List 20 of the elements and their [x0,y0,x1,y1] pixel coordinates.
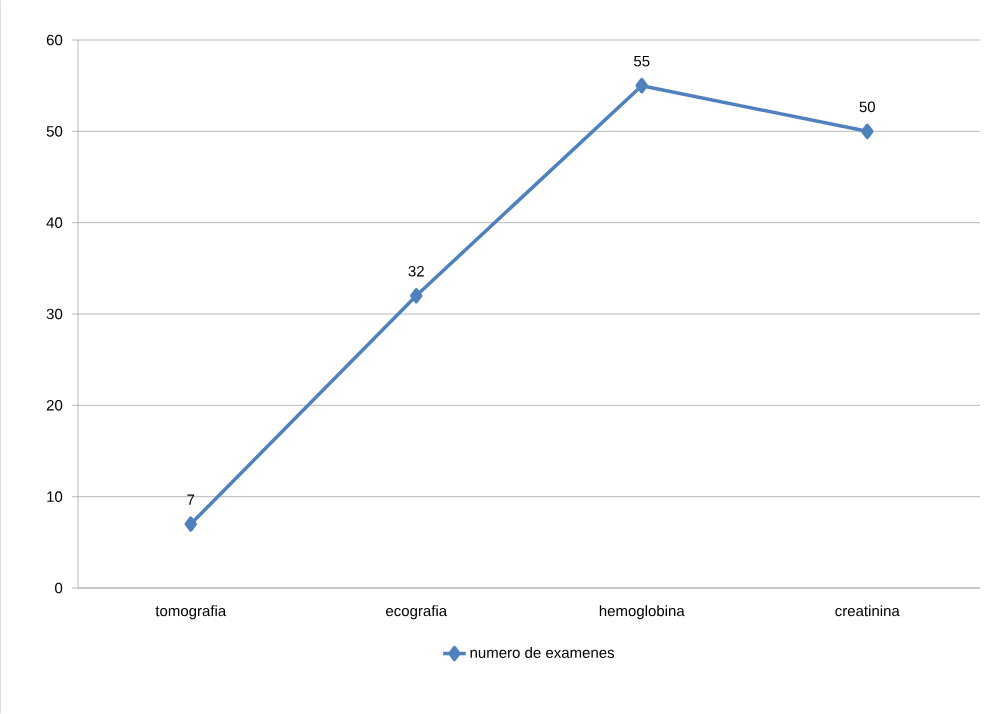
data-label: 32 [408,265,424,277]
x-tick-label: hemoglobina [599,605,685,620]
x-tick-label: creatinina [835,605,900,617]
x-tick-label: tomografia [155,605,227,620]
point [635,77,648,94]
x-tick-label: ecografia [386,605,448,620]
data-label: 7 [187,494,195,505]
y-tick-label: 0 [55,582,63,594]
point [410,287,423,304]
y-tick-label: 40 [46,217,63,228]
data-label: 50 [859,101,875,113]
point [184,516,197,532]
y-tick-label: 20 [46,400,63,411]
legend-label: numero de examenes [470,646,615,658]
y-tick-label: 10 [47,491,63,502]
y-tick-label: 30 [46,308,63,320]
y-tick-label: 60 [46,34,63,46]
y-tick-label: 50 [46,126,63,137]
point [861,123,874,140]
data-label: 55 [634,56,650,67]
